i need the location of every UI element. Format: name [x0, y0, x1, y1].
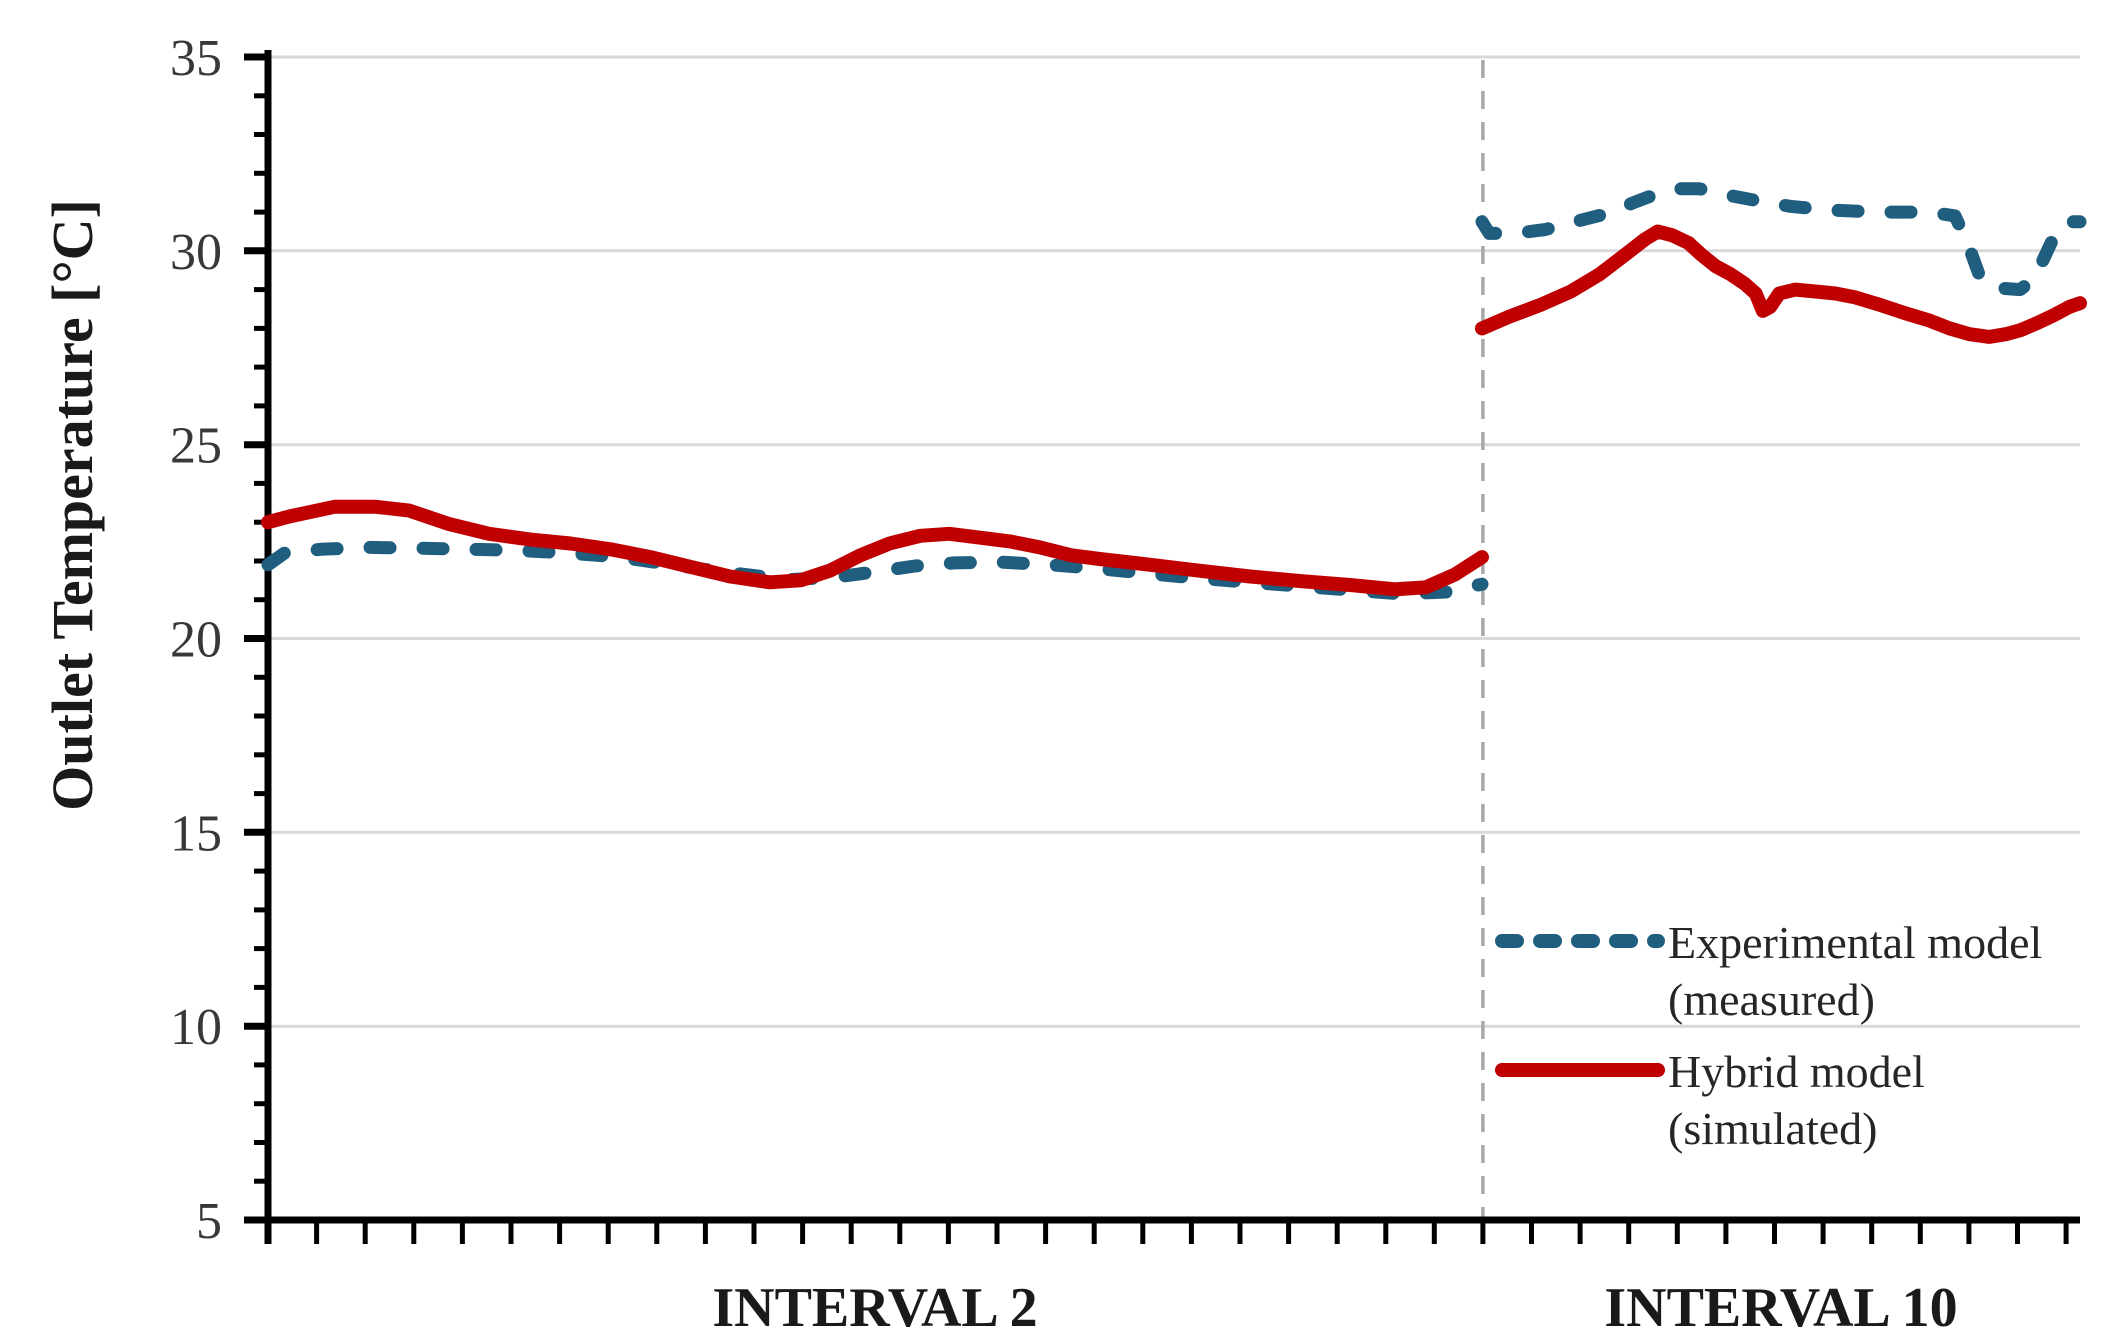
legend: Experimental model (measured) Hybrid mod…	[1495, 917, 2042, 1154]
y-tick-label-25: 25	[170, 418, 222, 475]
series-line-hybrid-interval-2	[261, 499, 1489, 597]
plot-area: 35 30 25 20 15 10 5	[170, 30, 2087, 1250]
y-tick-label-5: 5	[196, 1193, 222, 1250]
x-section-label-interval-10: INTERVAL 10	[1604, 1277, 1957, 1339]
y-axis-title: Outlet Temperature [°C]	[40, 199, 105, 811]
y-tick-label-20: 20	[170, 612, 222, 669]
y-tick-label-30: 30	[170, 224, 222, 281]
y-tick-label-35: 35	[170, 30, 222, 87]
legend-label-hybrid-line2: (simulated)	[1668, 1103, 1878, 1154]
x-section-label-interval-2: INTERVAL 2	[712, 1277, 1037, 1339]
y-tick-label-10: 10	[170, 999, 222, 1056]
series-line-experimental-interval-10	[1475, 182, 2087, 297]
legend-label-experimental-line1: Experimental model	[1668, 917, 2042, 968]
series-line-hybrid-interval-10	[1475, 224, 2087, 344]
y-tick-label-15: 15	[170, 805, 222, 862]
legend-label-hybrid-line1: Hybrid model	[1668, 1046, 1925, 1097]
legend-label-experimental-line2: (measured)	[1668, 974, 1875, 1025]
